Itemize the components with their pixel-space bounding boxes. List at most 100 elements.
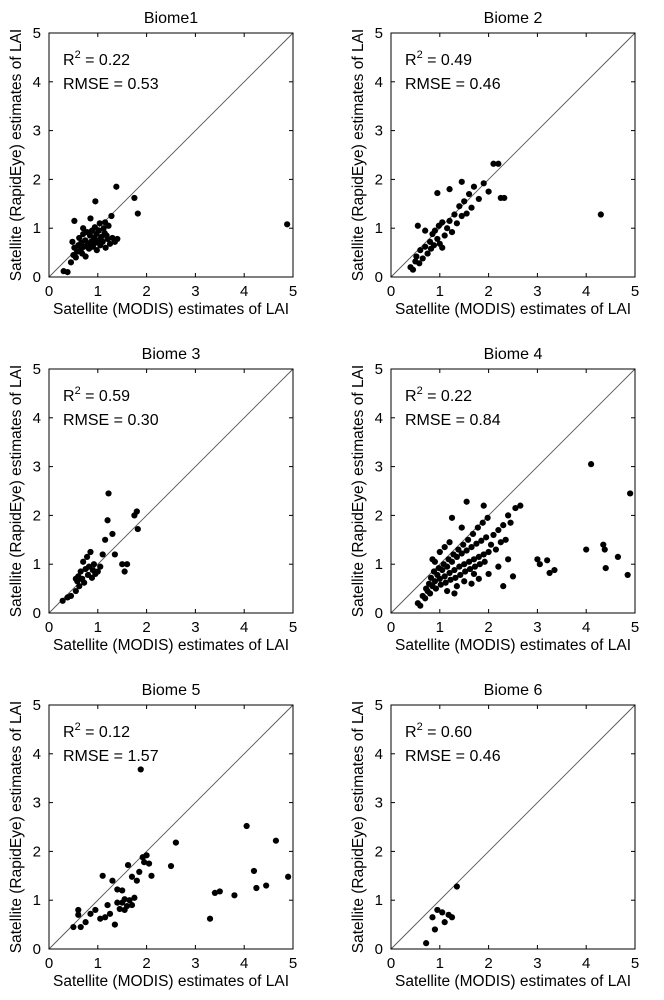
- data-point: [121, 568, 128, 575]
- chart-title: Biome 2: [484, 10, 543, 27]
- y-tick-label: 3: [375, 459, 383, 476]
- data-point: [601, 546, 608, 553]
- r-squared-symbol: R: [405, 388, 417, 405]
- data-point: [417, 602, 424, 609]
- y-tick-label: 0: [33, 605, 41, 622]
- data-point: [434, 906, 441, 914]
- data-point: [128, 901, 136, 909]
- data-point: [434, 189, 441, 197]
- r-squared-value: = 0.60: [423, 724, 472, 741]
- data-point: [80, 558, 87, 565]
- data-point: [95, 227, 102, 234]
- data-point: [87, 910, 94, 917]
- y-axis-label: Satellite (RapidEye) estimates of LAI: [8, 29, 25, 281]
- data-point: [67, 259, 75, 266]
- data-point: [448, 558, 456, 565]
- x-axis-label: Satellite (MODIS) estimates of LAI: [53, 637, 289, 654]
- data-point: [460, 541, 467, 548]
- data-point: [102, 244, 109, 251]
- scatter-panel-5: 0 1 2 3 4 5 0 1 2 3 4 5 Biome 5 Satellite (MODIS) est…: [8, 682, 297, 990]
- x-tick-label: 3: [191, 955, 199, 972]
- axes-frame: [48, 32, 294, 278]
- y-tick-label: 1: [33, 892, 41, 909]
- data-point: [64, 269, 71, 276]
- data-point: [442, 579, 449, 586]
- data-point: [413, 253, 420, 260]
- data-point: [463, 498, 470, 505]
- data-point: [452, 574, 459, 581]
- data-point: [87, 215, 94, 222]
- data-point: [461, 561, 468, 568]
- data-point: [546, 569, 553, 577]
- x-tick-label: 0: [387, 955, 395, 972]
- data-point: [444, 587, 451, 595]
- data-point: [502, 536, 509, 543]
- data-point: [102, 219, 109, 226]
- data-point: [414, 222, 421, 229]
- data-point: [243, 822, 250, 830]
- axes-frame: [48, 368, 294, 614]
- data-point: [500, 583, 507, 590]
- x-tick-label: 5: [631, 619, 639, 636]
- data-point: [448, 914, 456, 921]
- axes-frame: [390, 368, 636, 614]
- r-squared-label: R2 = 0.60: [405, 721, 472, 741]
- data-point: [285, 873, 292, 880]
- rmse-label: RMSE = 0.53: [63, 76, 159, 93]
- data-point: [82, 253, 89, 260]
- data-point: [507, 519, 514, 526]
- data-point: [461, 578, 468, 585]
- data-point: [444, 563, 451, 570]
- data-point: [470, 183, 478, 190]
- axes-frame: [390, 704, 636, 950]
- data-point: [272, 837, 280, 844]
- r-squared-value: = 0.22: [81, 52, 130, 69]
- data-point: [476, 561, 483, 568]
- data-point: [429, 914, 436, 921]
- data-point: [446, 217, 453, 224]
- data-point: [505, 556, 512, 563]
- data-point: [466, 565, 474, 573]
- data-point: [92, 906, 99, 914]
- data-point: [119, 561, 126, 568]
- data-point: [109, 530, 116, 538]
- y-tick-label: 1: [33, 220, 41, 237]
- data-point: [99, 238, 106, 245]
- data-point: [446, 186, 453, 193]
- r-squared-symbol: R: [63, 724, 75, 741]
- x-tick-label: 4: [582, 955, 590, 972]
- data-point: [77, 568, 84, 575]
- r-squared-superscript: 2: [75, 49, 81, 61]
- x-tick-label: 2: [142, 955, 150, 972]
- data-point: [263, 882, 270, 889]
- y-tick-label: 2: [375, 507, 383, 524]
- data-point: [121, 906, 128, 914]
- data-point: [114, 899, 121, 906]
- data-point: [133, 508, 140, 515]
- data-point: [551, 566, 558, 574]
- y-tick-label: 0: [33, 941, 41, 958]
- x-tick-label: 3: [191, 619, 199, 636]
- data-point: [96, 220, 103, 227]
- data-point: [148, 872, 155, 879]
- data-point: [81, 579, 88, 586]
- data-point: [441, 232, 448, 239]
- data-point: [76, 583, 83, 590]
- data-point: [90, 561, 97, 568]
- x-tick-label: 1: [436, 619, 444, 636]
- axes-frame: [48, 704, 294, 950]
- data-point: [104, 235, 111, 243]
- data-point: [80, 225, 87, 232]
- data-point: [479, 519, 486, 526]
- y-tick-label: 4: [33, 410, 41, 427]
- data-point: [131, 894, 138, 901]
- data-point: [104, 901, 111, 909]
- data-point: [448, 514, 456, 521]
- y-tick-label: 1: [33, 556, 41, 573]
- y-axis-label: Satellite (RapidEye) estimates of LAI: [350, 29, 367, 281]
- r-squared-superscript: 2: [417, 385, 423, 397]
- data-point: [446, 569, 453, 577]
- data-point: [436, 548, 443, 556]
- data-point: [544, 557, 551, 564]
- data-point: [105, 490, 112, 497]
